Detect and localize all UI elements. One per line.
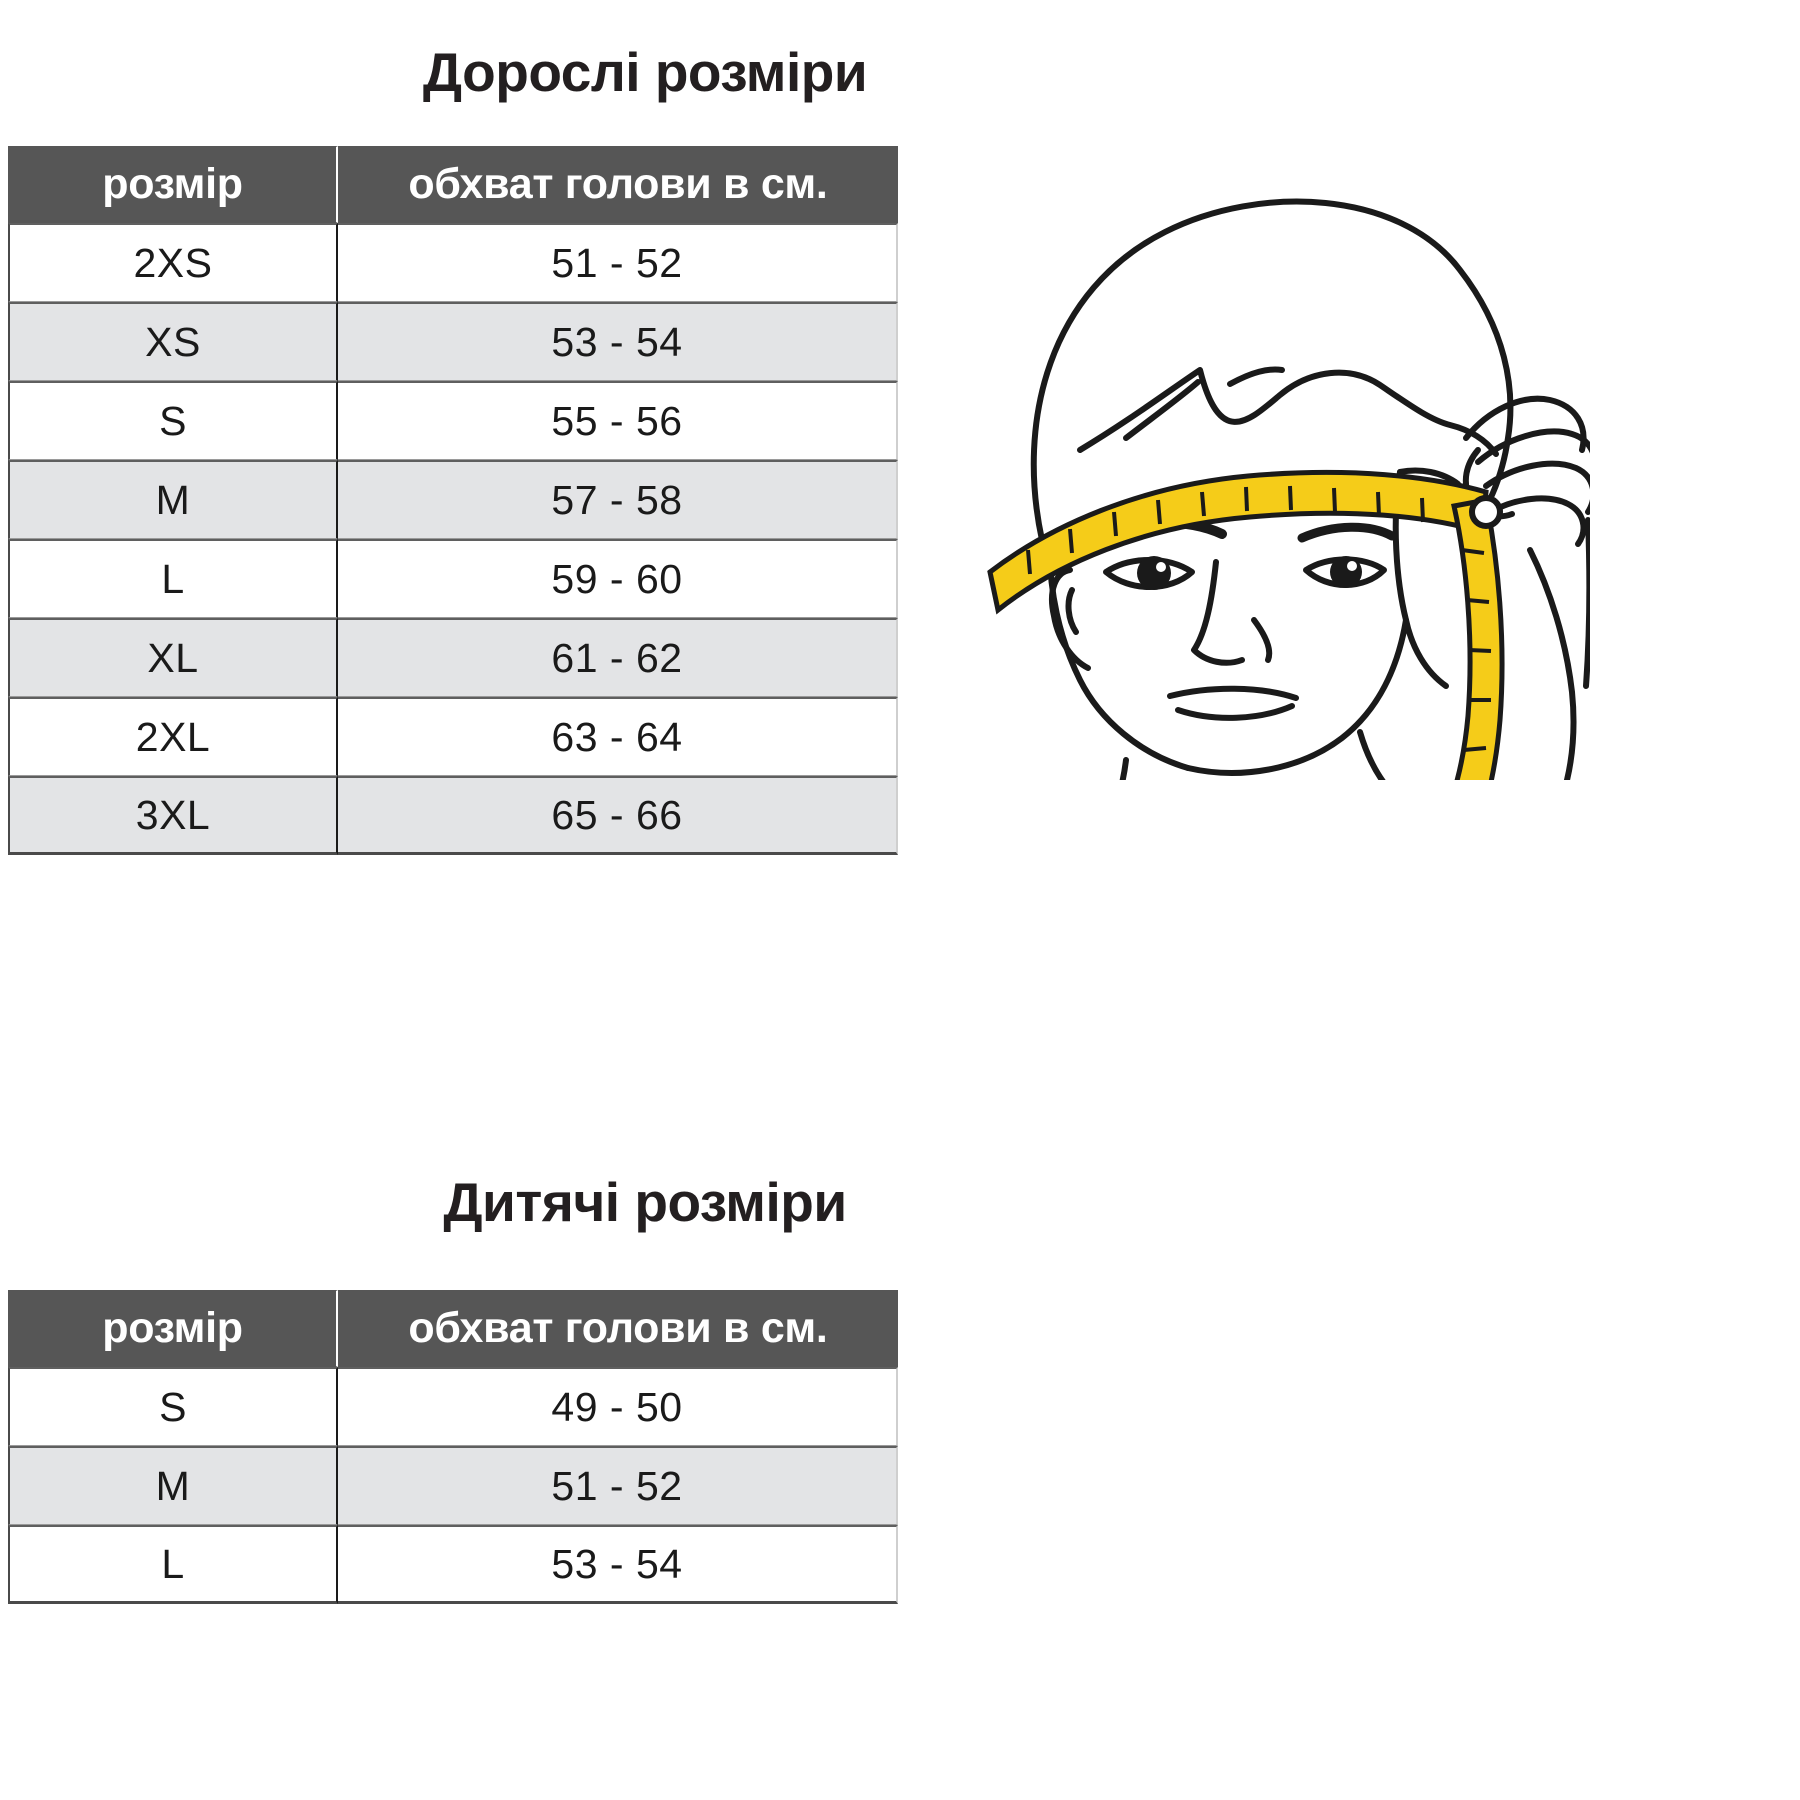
table-row: 2XS 51 - 52: [8, 223, 898, 302]
table-row: L 53 - 54: [8, 1525, 898, 1604]
adult-range-cell: 65 - 66: [338, 776, 898, 855]
finger-2: [1475, 428, 1590, 483]
neck-right: [1357, 729, 1386, 780]
right-eye-highlight: [1347, 561, 1357, 571]
table-row: L 59 - 60: [8, 539, 898, 618]
tape-measure-group: [987, 469, 1489, 615]
kids-header-size: розмір: [8, 1290, 338, 1367]
tape-tail-ticks: [1461, 548, 1492, 752]
neck-left: [1119, 757, 1129, 780]
table-row: M 51 - 52: [8, 1446, 898, 1525]
skull-outline: [1030, 198, 1514, 543]
hair-strand-2: [1227, 366, 1285, 387]
adult-size-cell: XS: [8, 302, 338, 381]
head-measurement-svg: [987, 198, 1590, 780]
adult-header-size: розмір: [8, 146, 338, 223]
forearm-inner: [1527, 547, 1577, 780]
table-row: XL 61 - 62: [8, 618, 898, 697]
ear-outline: [1049, 567, 1091, 671]
table-row: S 49 - 50: [8, 1367, 898, 1446]
kids-range-cell: 49 - 50: [338, 1367, 898, 1446]
table-row: S 55 - 56: [8, 381, 898, 460]
adult-size-table: розмір обхват голови в см. 2XS 51 - 52 X…: [8, 146, 898, 855]
adult-range-cell: 51 - 52: [338, 223, 898, 302]
hair-fringe: [1077, 367, 1499, 457]
kids-range-cell: 51 - 52: [338, 1446, 898, 1525]
table-row: 3XL 65 - 66: [8, 776, 898, 855]
right-eyebrow: [1297, 522, 1397, 543]
lower-lip: [1175, 703, 1295, 721]
adult-range-cell: 63 - 64: [338, 697, 898, 776]
adult-size-cell: 3XL: [8, 776, 338, 855]
adult-section-title: Дорослі розміри: [422, 41, 868, 103]
adult-size-cell: 2XS: [8, 223, 338, 302]
adult-table-header-row: розмір обхват голови в см.: [8, 146, 898, 223]
kids-size-cell: S: [8, 1367, 338, 1446]
head-measurement-illustration: [930, 120, 1590, 780]
adult-range-cell: 55 - 56: [338, 381, 898, 460]
temple-line: [1397, 467, 1461, 487]
ear-inner: [1065, 587, 1079, 635]
finger-4: [1487, 495, 1587, 547]
mouth-line: [1167, 685, 1299, 701]
adult-range-cell: 53 - 54: [338, 302, 898, 381]
kids-range-cell: 53 - 54: [338, 1525, 898, 1604]
table-row: XS 53 - 54: [8, 302, 898, 381]
nose-side: [1251, 617, 1273, 663]
nose-bridge: [1191, 559, 1245, 666]
adult-range-cell: 61 - 62: [338, 618, 898, 697]
table-row: 2XL 63 - 64: [8, 697, 898, 776]
chin-right-jaw: [1185, 617, 1409, 776]
table-row: M 57 - 58: [8, 460, 898, 539]
adult-range-cell: 59 - 60: [338, 539, 898, 618]
kids-table-header-row: розмір обхват голови в см.: [8, 1290, 898, 1367]
hair-strand-1: [1123, 379, 1201, 441]
tape-clasp: [1469, 495, 1503, 529]
adult-header-circumference: обхват голови в см.: [338, 146, 898, 223]
kids-size-table: розмір обхват голови в см. S 49 - 50 M 5…: [8, 1290, 898, 1604]
tape-tail: [1450, 497, 1505, 780]
adult-size-cell: XL: [8, 618, 338, 697]
finger-3: [1483, 460, 1590, 515]
adult-size-cell: L: [8, 539, 338, 618]
finger-1: [1463, 395, 1587, 453]
adult-range-cell: 57 - 58: [338, 460, 898, 539]
adult-size-cell: M: [8, 460, 338, 539]
left-eye-highlight: [1156, 562, 1166, 572]
adult-size-cell: 2XL: [8, 697, 338, 776]
forearm-outer: [1583, 517, 1590, 689]
kids-section-title: Дитячі розміри: [443, 1171, 847, 1233]
tape-tail-group: [1450, 497, 1505, 780]
adult-size-cell: S: [8, 381, 338, 460]
kids-header-circumference: обхват голови в см.: [338, 1290, 898, 1367]
kids-size-cell: L: [8, 1525, 338, 1604]
tape-band: [987, 469, 1489, 615]
kids-size-cell: M: [8, 1446, 338, 1525]
left-pupil: [1137, 556, 1171, 590]
right-pupil: [1330, 556, 1362, 588]
